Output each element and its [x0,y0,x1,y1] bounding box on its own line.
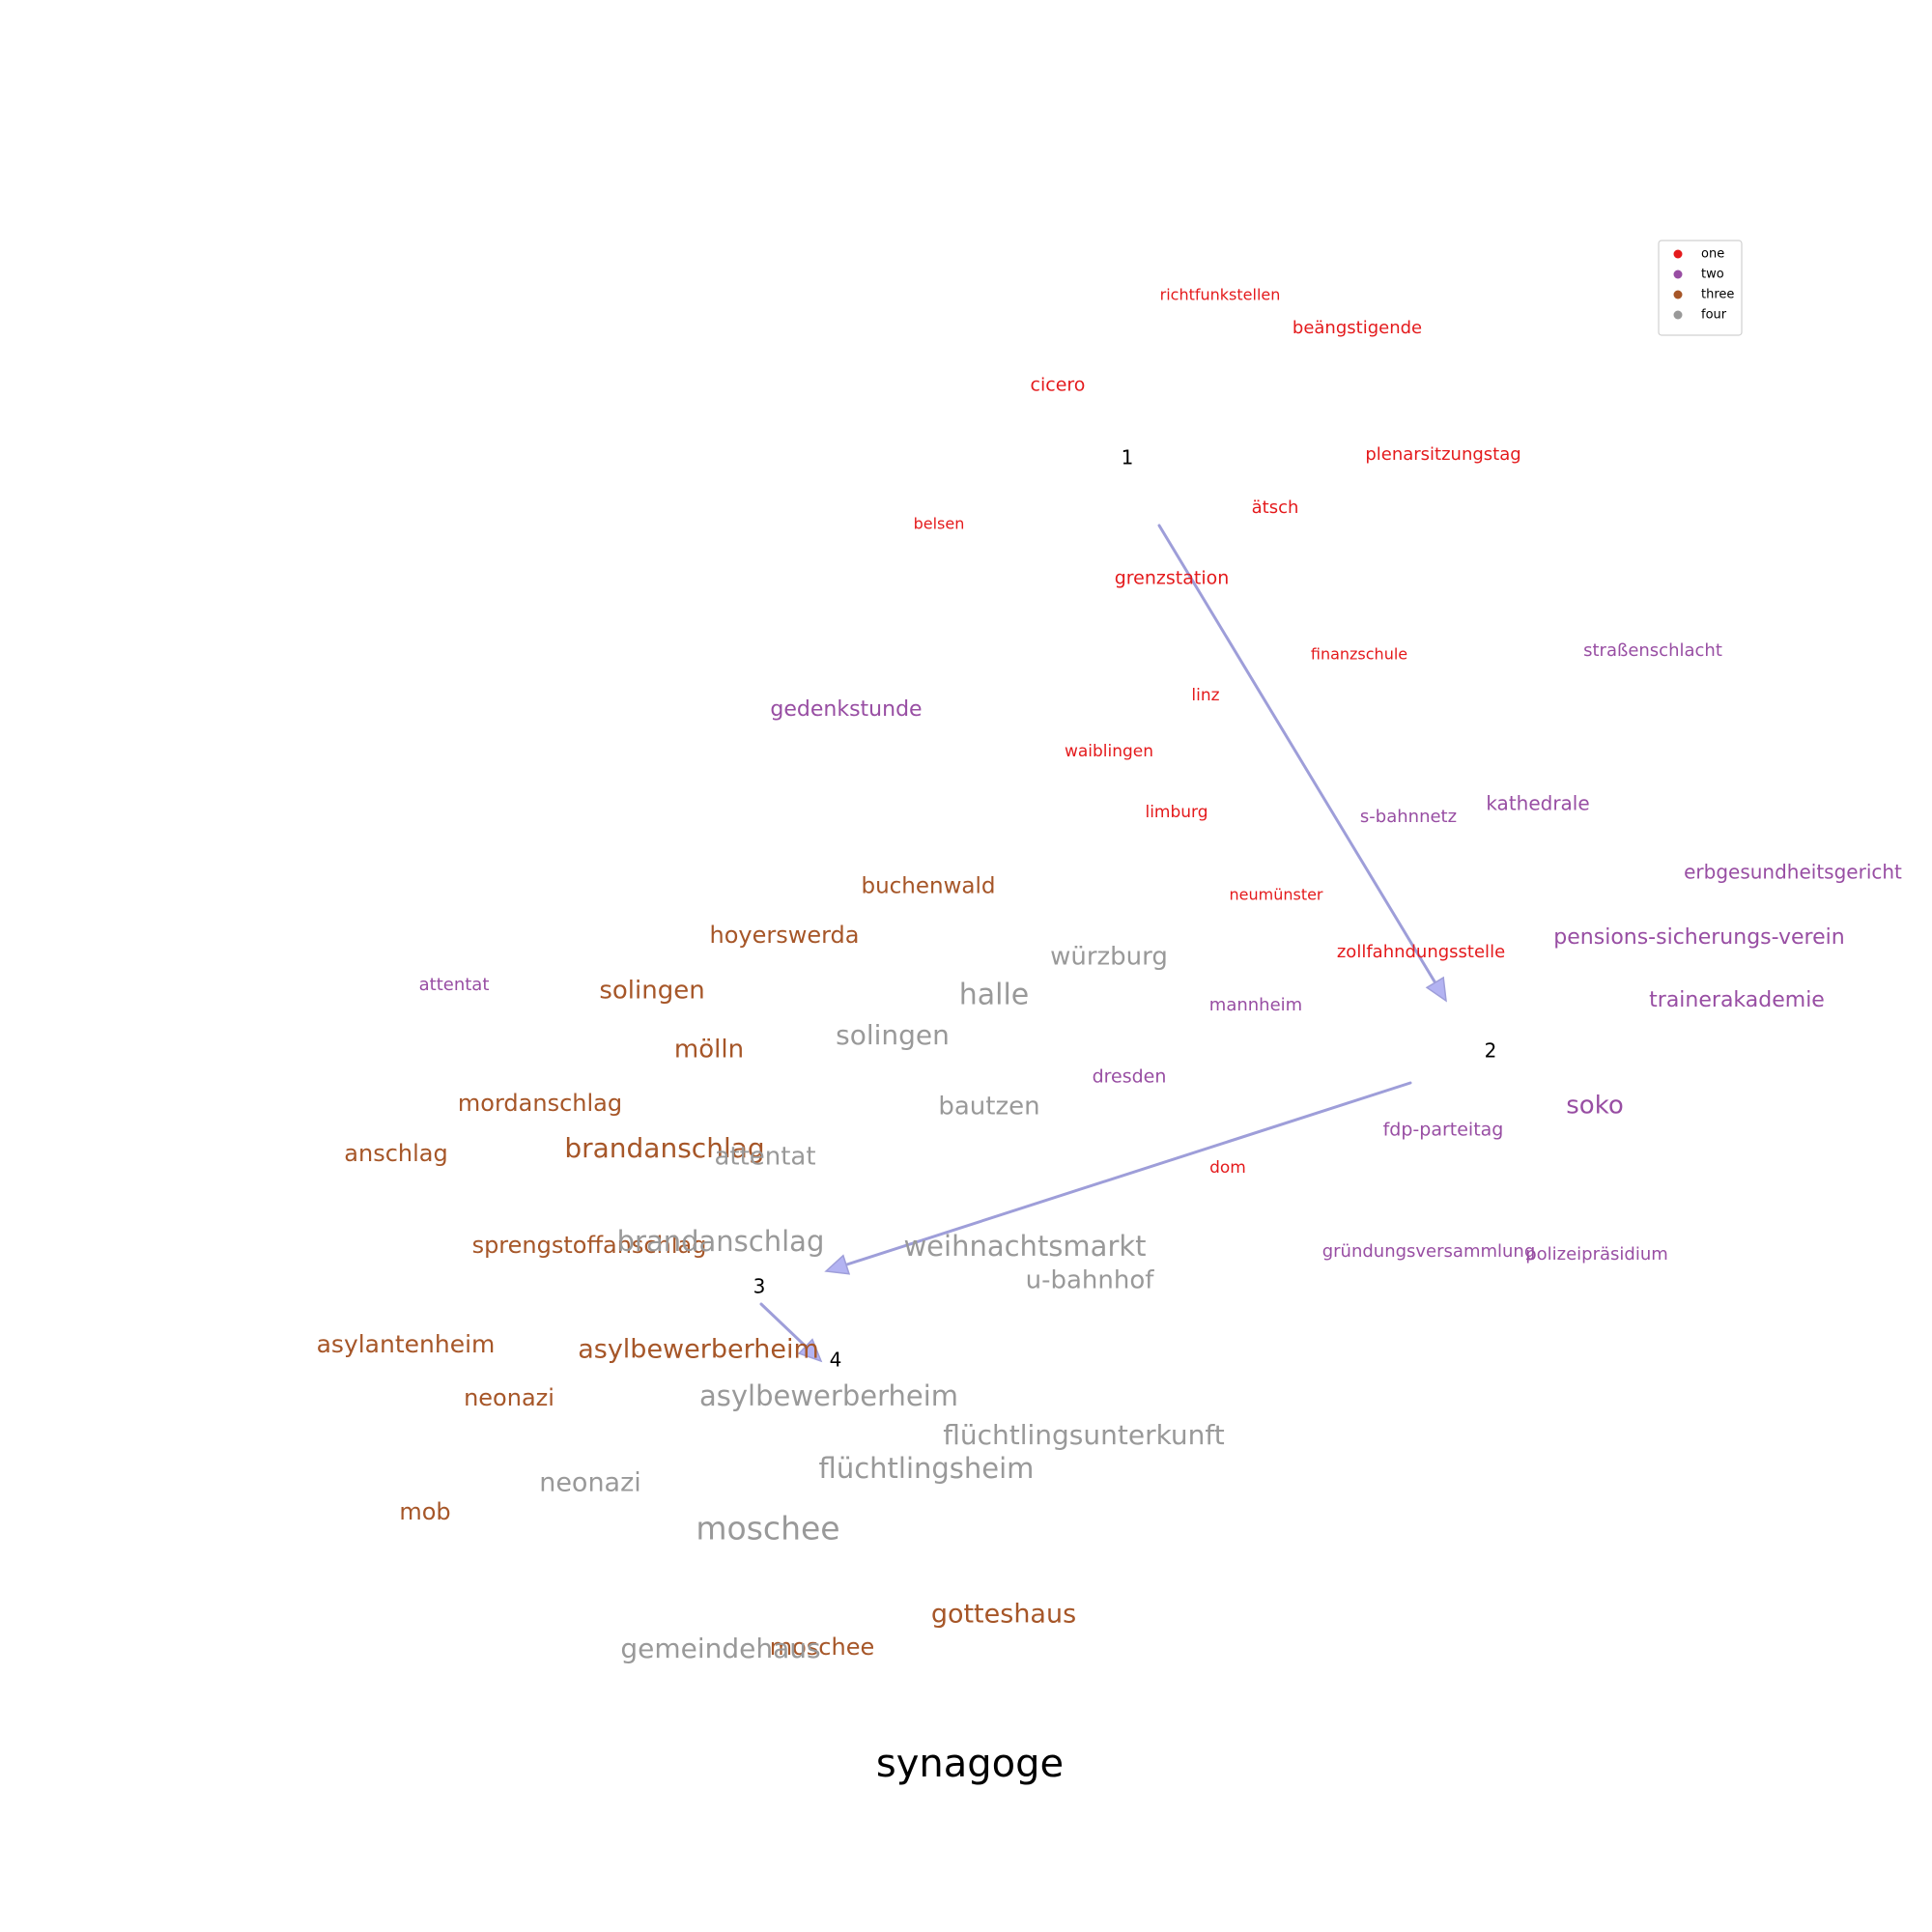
legend: one two three four [1658,240,1743,336]
word-label: mölln [674,1036,744,1065]
legend-marker [1673,310,1683,320]
path-arrow-shaft [844,1081,1412,1266]
word-label: flüchtlingsunterkunft [943,1419,1225,1451]
word-label: sprengstoffanschlag [472,1232,707,1259]
word-label: hoyerswerda [709,922,859,949]
word-label: weihnachtsmarkt [903,1230,1146,1263]
legend-marker [1673,249,1683,259]
legend-entry-two: two [1673,268,1724,282]
path-arrow-shaft [1157,524,1437,984]
word-label: würzburg [1050,943,1168,972]
word-label: anschlag [344,1140,447,1167]
chart-title: synagoge [876,1742,1064,1786]
step-label: 3 [753,1275,766,1298]
word-label: dom [1209,1158,1246,1178]
word-label: gedenkstunde [770,697,922,722]
path-arrow-head [824,1254,851,1275]
word-label: kathedrale [1486,792,1589,815]
legend-entry-one: one [1673,247,1724,262]
word-label: gotteshaus [931,1600,1076,1630]
word-label: attentat [714,1143,815,1172]
legend-label: one [1701,247,1724,262]
path-arrow-shaft [759,1302,808,1349]
path-arrow-head [1425,976,1447,1003]
word-label: asylantenheim [317,1330,496,1358]
word-label: solingen [599,977,704,1006]
word-labels: richtfunkstellen beängstigende cicero plena… [317,286,1902,1665]
legend-label: four [1701,308,1727,323]
word-label: belsen [914,515,965,533]
word-label: s-bahnnetz [1360,807,1457,827]
word-label: bautzen [938,1093,1039,1122]
series-two: straßenschlacht gedenkstunde kathedrale s-b… [419,640,1902,1264]
word-label: gründungsversammlung [1322,1241,1536,1262]
word-label: polizeipräsidium [1525,1244,1668,1264]
word-label: ätsch [1252,497,1299,518]
word-label: solingen [836,1019,950,1051]
legend-label: two [1701,268,1724,282]
word-label: brandanschlag [617,1225,825,1258]
word-label: mannheim [1209,995,1302,1015]
word-label: asylbewerberheim [699,1379,958,1412]
word-label: brandanschlag [564,1132,764,1164]
word-label: trainerakademie [1649,988,1825,1012]
word-label: flüchtlingsheim [819,1452,1035,1485]
path-arrow-1 [1157,524,1447,1003]
legend-label: three [1701,288,1734,302]
word-label: finanzschule [1311,645,1407,664]
word-label: dresden [1093,1066,1167,1088]
legend-entry-four: four [1673,308,1727,323]
step-labels: 1 2 3 4 [753,446,1497,1372]
word-label: neonazi [464,1384,554,1411]
word-label: mordanschlag [458,1090,622,1117]
word-label: erbgesundheitsgericht [1684,861,1902,884]
word-label: linz [1191,686,1219,705]
word-label: waiblingen [1065,742,1153,761]
word-label: halle [959,979,1030,1012]
step-label: 1 [1122,446,1134,469]
word-label: limburg [1145,803,1208,822]
word-label: grenzstation [1115,568,1230,589]
word-label: zollfahndungsstelle [1337,942,1505,962]
word-label: pensions-sicherungs-verein [1553,925,1844,950]
word-label: neonazi [539,1468,641,1498]
legend-entry-three: three [1673,288,1734,302]
word-label: moschee [770,1634,875,1661]
word-label: u-bahnhof [1026,1266,1155,1295]
word-label: plenarsitzungstag [1365,444,1520,465]
legend-marker [1673,270,1683,279]
step-label: 2 [1485,1039,1497,1063]
word-label: fdp-parteitag [1383,1120,1504,1141]
word-label: gemeindehaus [620,1633,820,1664]
word-label: cicero [1031,375,1086,396]
word-label: buchenwald [861,874,995,899]
word-label: moschee [696,1510,839,1548]
series-four: würzburghallesolingenbautzenattentatbran… [539,943,1225,1665]
word-label: neumünster [1229,886,1322,904]
word-label: soko [1566,1092,1624,1121]
path-arrow-2 [824,1081,1412,1275]
word-label: attentat [419,975,490,995]
path-arrow-3 [759,1302,823,1363]
word-label: asylbewerberheim [578,1335,819,1365]
word-label: beängstigende [1293,318,1422,338]
word-label: straßenschlacht [1583,640,1722,661]
word-label: richtfunkstellen [1160,286,1281,304]
step-label: 4 [830,1349,842,1372]
legend-marker [1673,290,1683,299]
series-one: richtfunkstellen beängstigende cicero plena… [914,286,1521,1179]
trajectory-path [759,524,1447,1363]
word-label: mob [399,1498,450,1525]
path-arrow-head [797,1338,823,1363]
